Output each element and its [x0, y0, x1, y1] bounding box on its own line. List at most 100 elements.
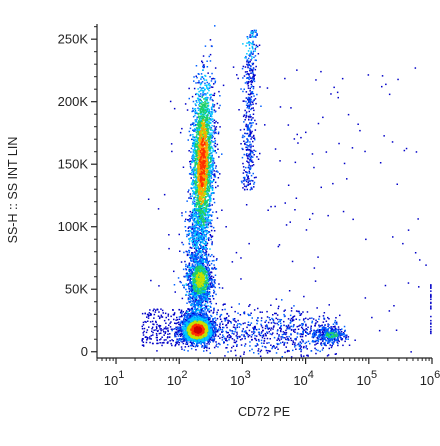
data-point [344, 334, 347, 336]
data-point [245, 97, 248, 99]
data-point [209, 273, 211, 276]
data-point [225, 339, 227, 342]
data-point [305, 317, 307, 320]
data-point [192, 123, 194, 125]
data-point [243, 114, 246, 116]
data-point [207, 107, 209, 110]
data-point [189, 314, 191, 316]
data-point [397, 78, 399, 81]
data-point [328, 318, 330, 320]
data-point [208, 208, 210, 210]
data-point [209, 221, 212, 223]
data-point [247, 321, 250, 323]
data-point [251, 35, 253, 37]
data-point [332, 342, 334, 344]
data-point [186, 342, 189, 344]
data-point [258, 328, 260, 330]
data-point [250, 155, 253, 158]
data-point [200, 219, 202, 222]
data-point [198, 236, 200, 238]
data-point [180, 321, 182, 323]
data-point [295, 310, 298, 312]
data-point [201, 346, 203, 348]
data-point [305, 229, 308, 231]
data-point [219, 314, 222, 316]
data-point [184, 276, 186, 278]
data-point [192, 142, 194, 145]
data-point [247, 166, 250, 169]
data-point [199, 256, 202, 258]
data-point [181, 127, 183, 130]
data-point [190, 151, 192, 153]
data-point [210, 309, 212, 312]
data-point [430, 307, 432, 309]
data-point [210, 324, 212, 326]
data-point [171, 344, 173, 347]
data-point [343, 335, 345, 338]
data-point [214, 331, 216, 333]
data-point [331, 327, 333, 330]
data-point [281, 299, 283, 301]
data-point [250, 72, 252, 74]
data-point [259, 355, 262, 357]
data-point [193, 170, 195, 172]
data-point [213, 284, 215, 286]
data-point [319, 350, 321, 353]
data-point [209, 317, 211, 319]
data-point [190, 232, 193, 234]
data-point [208, 110, 210, 112]
data-point [274, 322, 276, 325]
data-point [203, 313, 205, 315]
data-point [253, 43, 255, 46]
data-point [201, 308, 204, 310]
data-point [247, 66, 249, 69]
data-point [217, 328, 220, 330]
data-point [264, 332, 267, 335]
data-point [209, 283, 212, 286]
data-point [251, 30, 254, 32]
data-point [204, 82, 206, 85]
data-point [192, 168, 195, 170]
data-point [252, 117, 254, 119]
data-point [244, 337, 246, 340]
data-point [209, 118, 212, 120]
data-point [174, 345, 176, 347]
data-point [207, 160, 209, 162]
data-point [186, 302, 188, 304]
data-point [204, 265, 207, 268]
data-point [208, 267, 210, 270]
data-point [302, 332, 304, 334]
data-point [193, 254, 195, 256]
data-point [210, 192, 213, 195]
data-point [263, 337, 266, 340]
data-point [190, 274, 192, 276]
data-point [181, 332, 184, 334]
data-point [176, 340, 178, 342]
data-point [247, 93, 250, 96]
data-point [322, 332, 324, 334]
data-point [210, 175, 212, 177]
data-point [246, 71, 248, 73]
data-point [196, 263, 199, 265]
data-point [205, 297, 208, 299]
data-point [269, 333, 272, 335]
data-point [277, 307, 279, 310]
data-point [240, 143, 242, 145]
data-point [209, 323, 212, 326]
data-point [186, 316, 189, 318]
data-point [212, 150, 214, 152]
data-point [381, 75, 384, 77]
data-point [332, 338, 334, 340]
data-point [317, 349, 319, 352]
data-point [317, 329, 319, 332]
data-point [271, 347, 273, 350]
data-point [312, 318, 315, 320]
data-point [251, 101, 254, 103]
data-point [202, 66, 204, 68]
data-point [185, 310, 188, 312]
data-point [317, 335, 319, 337]
data-point [311, 340, 314, 343]
data-point [228, 320, 231, 322]
data-point [255, 335, 258, 337]
data-point [204, 318, 207, 320]
